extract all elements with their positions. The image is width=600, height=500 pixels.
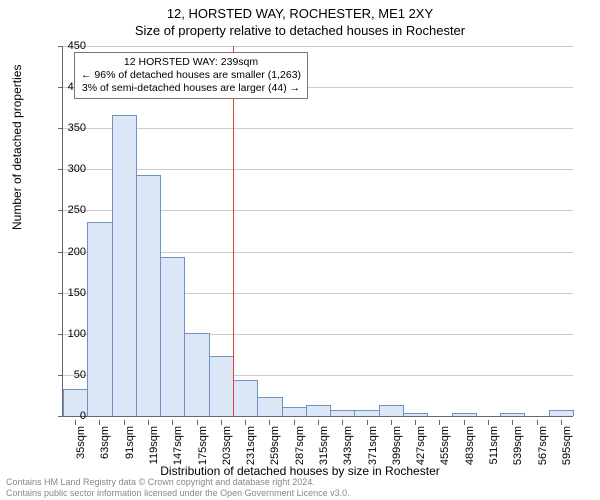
chart-plot-area: 35sqm63sqm91sqm119sqm147sqm175sqm203sqm2… <box>62 46 573 417</box>
x-tick-label: 399sqm <box>391 426 403 465</box>
y-tick-label: 150 <box>46 287 86 299</box>
x-axis-title: Distribution of detached houses by size … <box>0 464 600 478</box>
histogram-bar <box>354 410 379 416</box>
chart-title-main: 12, HORSTED WAY, ROCHESTER, ME1 2XY <box>0 0 600 21</box>
x-tick-label: 595sqm <box>561 426 573 465</box>
x-tick-label: 539sqm <box>512 426 524 465</box>
gridline <box>63 169 573 170</box>
y-tick-label: 250 <box>46 204 86 216</box>
x-tick-mark <box>269 420 270 425</box>
x-tick-label: 231sqm <box>245 426 257 465</box>
x-tick-mark <box>439 420 440 425</box>
x-tick-label: 567sqm <box>537 426 549 465</box>
histogram-bar <box>282 407 307 416</box>
x-tick-label: 91sqm <box>124 426 136 459</box>
histogram-bar <box>549 410 574 416</box>
histogram-bar <box>87 222 112 416</box>
chart-container: 12, HORSTED WAY, ROCHESTER, ME1 2XY Size… <box>0 0 600 500</box>
x-tick-label: 315sqm <box>318 426 330 465</box>
x-tick-label: 455sqm <box>439 426 451 465</box>
x-tick-mark <box>415 420 416 425</box>
chart-title-sub: Size of property relative to detached ho… <box>0 21 600 38</box>
annotation-box: 12 HORSTED WAY: 239sqm ← 96% of detached… <box>74 52 308 99</box>
histogram-bar <box>379 405 404 416</box>
x-tick-mark <box>391 420 392 425</box>
x-tick-mark <box>221 420 222 425</box>
histogram-bar <box>233 380 258 416</box>
x-tick-label: 119sqm <box>148 426 160 464</box>
gridline <box>63 128 573 129</box>
y-tick-label: 0 <box>46 410 86 422</box>
y-tick-label: 300 <box>46 163 86 175</box>
y-tick-label: 350 <box>46 122 86 134</box>
x-tick-label: 63sqm <box>99 426 111 459</box>
x-tick-mark <box>197 420 198 425</box>
histogram-bar <box>136 175 161 416</box>
y-tick-label: 200 <box>46 246 86 258</box>
histogram-bar <box>330 410 355 416</box>
x-tick-label: 511sqm <box>488 426 500 464</box>
y-tick-label: 450 <box>46 40 86 52</box>
reference-line <box>233 46 234 416</box>
x-tick-mark <box>464 420 465 425</box>
x-tick-mark <box>342 420 343 425</box>
x-tick-mark <box>245 420 246 425</box>
x-tick-label: 147sqm <box>172 426 184 465</box>
histogram-bar <box>306 405 331 416</box>
histogram-bar <box>209 356 234 416</box>
x-tick-mark <box>512 420 513 425</box>
x-tick-label: 35sqm <box>75 426 87 459</box>
x-tick-label: 259sqm <box>269 426 281 465</box>
x-tick-label: 343sqm <box>342 426 354 465</box>
annotation-line-2: ← 96% of detached houses are smaller (1,… <box>81 69 301 82</box>
x-tick-label: 203sqm <box>221 426 233 465</box>
histogram-bar <box>112 115 137 416</box>
x-tick-mark <box>488 420 489 425</box>
histogram-bar <box>452 413 477 416</box>
x-tick-mark <box>172 420 173 425</box>
x-tick-mark <box>537 420 538 425</box>
y-tick-label: 50 <box>46 369 86 381</box>
annotation-line-3: 3% of semi-detached houses are larger (4… <box>81 82 301 95</box>
x-tick-mark <box>561 420 562 425</box>
y-tick-label: 100 <box>46 328 86 340</box>
histogram-bar <box>160 257 185 416</box>
histogram-bar <box>500 413 525 416</box>
x-tick-mark <box>124 420 125 425</box>
footer-line-1: Contains HM Land Registry data © Crown c… <box>6 477 350 487</box>
x-tick-label: 371sqm <box>367 426 379 465</box>
x-tick-label: 427sqm <box>415 426 427 465</box>
x-tick-label: 483sqm <box>464 426 476 465</box>
x-tick-mark <box>99 420 100 425</box>
annotation-line-1: 12 HORSTED WAY: 239sqm <box>81 56 301 69</box>
histogram-bar <box>403 413 428 416</box>
chart-footer: Contains HM Land Registry data © Crown c… <box>6 477 350 498</box>
x-tick-mark <box>148 420 149 425</box>
histogram-bar <box>257 397 282 416</box>
histogram-bar <box>184 333 209 416</box>
x-tick-label: 175sqm <box>197 426 209 465</box>
x-tick-mark <box>294 420 295 425</box>
y-axis-title: Number of detached properties <box>10 65 24 230</box>
x-tick-label: 287sqm <box>294 426 306 465</box>
footer-line-2: Contains public sector information licen… <box>6 488 350 498</box>
x-tick-mark <box>367 420 368 425</box>
x-tick-mark <box>318 420 319 425</box>
gridline <box>63 46 573 47</box>
